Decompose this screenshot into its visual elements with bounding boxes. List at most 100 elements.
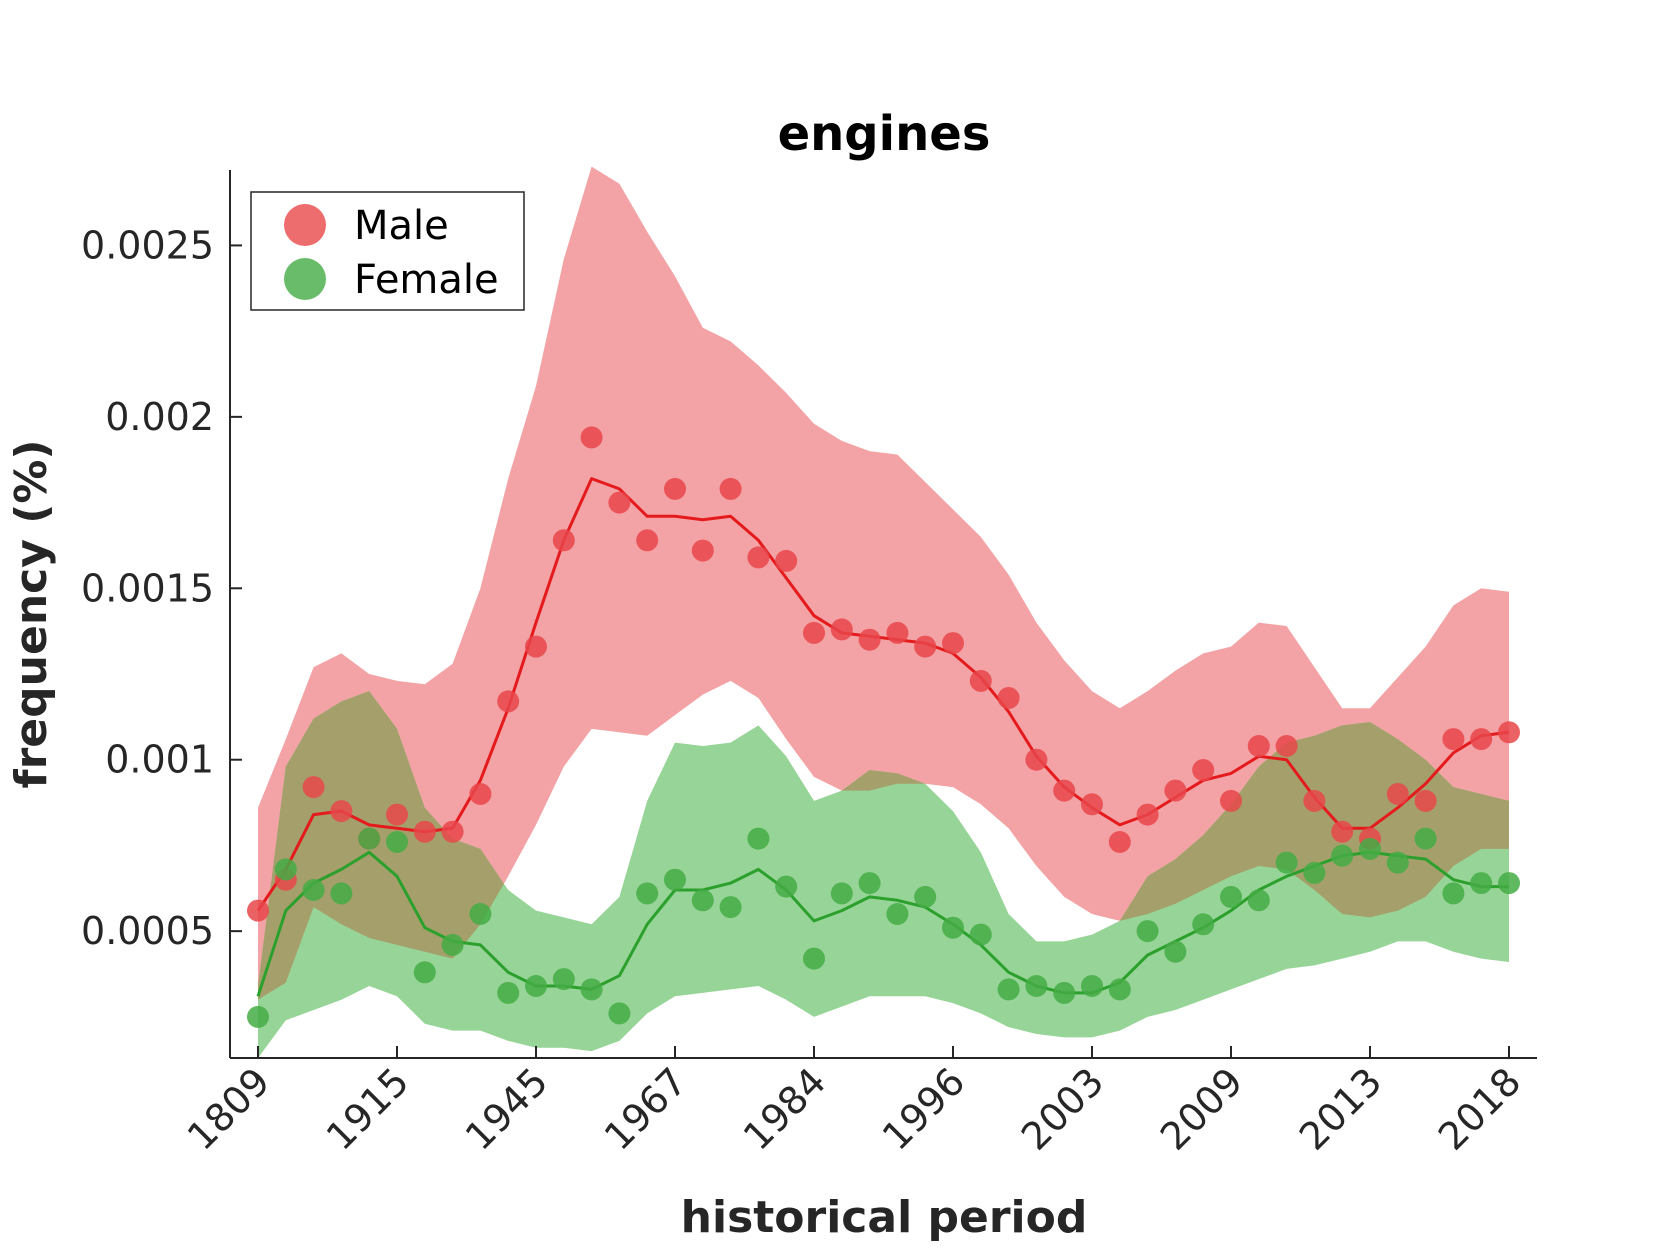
female-data-point: [386, 831, 408, 853]
male-data-point: [830, 618, 853, 641]
female-data-point: [552, 968, 575, 991]
female-data-point: [942, 916, 964, 939]
female-data-point: [1359, 837, 1381, 860]
male-data-point: [1220, 789, 1242, 812]
female-data-point: [636, 882, 659, 905]
male-data-point: [1414, 789, 1437, 812]
male-data-point: [386, 803, 408, 826]
female-data-point: [1192, 913, 1215, 936]
female-data-point: [1220, 885, 1242, 908]
male-data-point: [469, 783, 492, 805]
male-data-point: [942, 632, 964, 655]
female-data-point: [302, 879, 325, 901]
chart-title: engines: [778, 106, 991, 162]
female-data-point: [997, 978, 1020, 1001]
male-data-point: [1275, 735, 1298, 757]
legend-label-female: Female: [354, 257, 499, 303]
confidence-bands: [258, 166, 1509, 1058]
male-data-point: [775, 549, 798, 572]
male-data-point: [552, 529, 575, 552]
y-axis-label: frequency (%): [6, 439, 57, 788]
male-data-point: [1498, 721, 1520, 744]
female-data-point: [580, 978, 603, 1001]
female-data-point: [1498, 872, 1520, 895]
female-trend-line: [256, 850, 1509, 997]
female-data-point: [1081, 975, 1103, 997]
male-data-point: [302, 776, 325, 799]
male-data-point: [1164, 779, 1187, 802]
male-data-point: [691, 539, 714, 562]
male-data-point: [1081, 793, 1103, 816]
female-data-point: [358, 827, 381, 850]
male-data-point: [1108, 831, 1131, 853]
legend-marker-male: [284, 204, 326, 246]
male-data-point: [997, 687, 1020, 709]
male-data-point: [1053, 779, 1076, 802]
female-data-point: [247, 1005, 269, 1028]
male-data-point: [1025, 748, 1048, 771]
male-data-point: [608, 491, 631, 514]
male-data-point: [1136, 803, 1159, 826]
male-data-point: [747, 546, 770, 569]
x-axis-label: historical period: [681, 1192, 1088, 1243]
female-data-point: [469, 903, 492, 925]
female-data-point: [1108, 978, 1131, 1001]
male-data-point: [1386, 783, 1409, 805]
y-tick-label: 0.001: [105, 738, 214, 782]
male-data-point: [803, 621, 825, 644]
male-data-point: [1247, 735, 1270, 757]
female-data-point: [747, 827, 770, 850]
female-data-point: [886, 903, 909, 925]
male-data-point: [497, 690, 520, 713]
male-data-point: [636, 529, 659, 552]
legend: Male Female: [250, 191, 525, 311]
male-data-point: [330, 800, 353, 823]
female-data-point: [719, 896, 742, 919]
female-data-point: [1247, 889, 1270, 912]
female-data-point: [1414, 827, 1437, 850]
data-points: [247, 426, 1520, 1028]
male-data-point: [858, 628, 881, 651]
axes: [229, 170, 1537, 1059]
y-tick-label: 0.0025: [81, 223, 214, 267]
female-data-point: [1025, 975, 1048, 997]
female-data-point: [497, 981, 520, 1004]
female-data-point: [1386, 851, 1409, 874]
female-data-point: [1303, 861, 1326, 884]
y-ticks: 0.0005 0.001 0.0015 0.002 0.0025: [81, 223, 242, 953]
female-data-point: [664, 868, 686, 891]
male-confidence-band: [258, 166, 1509, 1000]
female-data-point: [858, 872, 881, 895]
female-data-point: [969, 923, 992, 946]
male-data-point: [664, 477, 686, 500]
male-data-point: [969, 669, 992, 692]
male-data-point: [1192, 759, 1215, 781]
female-data-point: [413, 961, 436, 984]
female-data-point: [608, 1002, 631, 1025]
male-data-point: [1470, 728, 1493, 751]
female-data-point: [691, 889, 714, 912]
legend-label-male: Male: [354, 203, 449, 249]
female-data-point: [330, 882, 353, 905]
male-data-point: [413, 820, 436, 843]
female-data-point: [1442, 882, 1465, 905]
male-data-point: [580, 426, 603, 449]
female-data-point: [1164, 940, 1187, 963]
male-trend-line: [256, 477, 1510, 912]
male-data-point: [441, 820, 464, 843]
male-data-point: [1442, 728, 1465, 751]
female-data-point: [1053, 981, 1076, 1004]
female-data-point: [525, 975, 547, 997]
female-data-point: [1331, 844, 1354, 867]
female-data-point: [1136, 920, 1159, 943]
male-data-point: [914, 635, 937, 658]
male-data-point: [247, 899, 269, 922]
female-data-point: [274, 858, 297, 881]
y-tick-label: 0.0015: [81, 566, 214, 610]
female-data-point: [830, 882, 853, 905]
y-tick-label: 0.002: [105, 395, 214, 439]
male-data-point: [886, 621, 909, 644]
male-data-point: [1331, 820, 1354, 843]
male-data-point: [525, 635, 547, 658]
female-confidence-band: [258, 691, 1509, 1058]
